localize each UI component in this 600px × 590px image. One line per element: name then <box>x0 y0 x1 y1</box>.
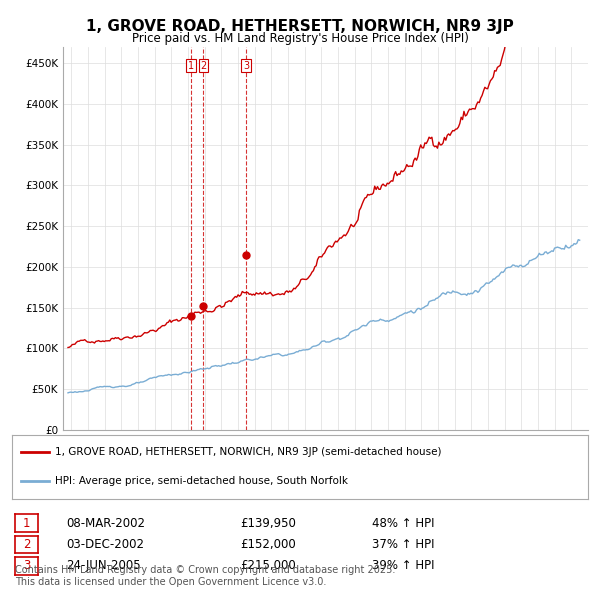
Text: 48% ↑ HPI: 48% ↑ HPI <box>372 517 434 530</box>
Text: HPI: Average price, semi-detached house, South Norfolk: HPI: Average price, semi-detached house,… <box>55 476 348 486</box>
Text: £139,950: £139,950 <box>240 517 296 530</box>
Text: 1: 1 <box>188 61 194 71</box>
Text: 08-MAR-2002: 08-MAR-2002 <box>66 517 145 530</box>
Text: 2: 2 <box>23 538 30 551</box>
Text: 1, GROVE ROAD, HETHERSETT, NORWICH, NR9 3JP: 1, GROVE ROAD, HETHERSETT, NORWICH, NR9 … <box>86 19 514 34</box>
Text: 3: 3 <box>243 61 249 71</box>
Text: 03-DEC-2002: 03-DEC-2002 <box>66 538 144 551</box>
Text: 24-JUN-2005: 24-JUN-2005 <box>66 559 140 572</box>
Text: 3: 3 <box>23 559 30 572</box>
Text: 2: 2 <box>200 61 206 71</box>
Text: 1, GROVE ROAD, HETHERSETT, NORWICH, NR9 3JP (semi-detached house): 1, GROVE ROAD, HETHERSETT, NORWICH, NR9 … <box>55 447 442 457</box>
Text: 39% ↑ HPI: 39% ↑ HPI <box>372 559 434 572</box>
Text: Contains HM Land Registry data © Crown copyright and database right 2025.
This d: Contains HM Land Registry data © Crown c… <box>15 565 395 587</box>
Text: 1: 1 <box>23 517 30 530</box>
Text: Price paid vs. HM Land Registry's House Price Index (HPI): Price paid vs. HM Land Registry's House … <box>131 32 469 45</box>
Text: £215,000: £215,000 <box>240 559 296 572</box>
Text: £152,000: £152,000 <box>240 538 296 551</box>
Text: 37% ↑ HPI: 37% ↑ HPI <box>372 538 434 551</box>
